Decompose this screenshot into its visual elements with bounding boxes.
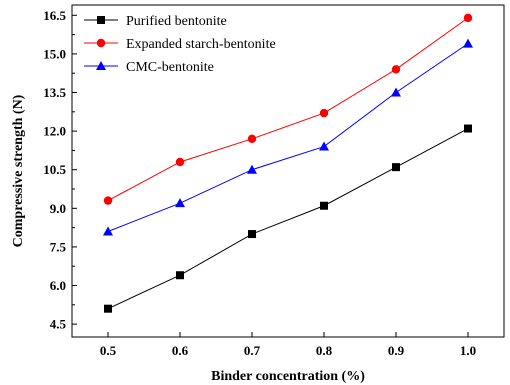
x-tick-label: 0.7: [244, 343, 261, 358]
x-axis-title: Binder concentration (%): [211, 369, 365, 384]
series-0: [104, 124, 472, 313]
y-axis: 4.5 6.0 7.5 9.0 10.5 12.0 13.5 15.0 16.5: [43, 8, 77, 332]
plot-frame: [71, 4, 505, 338]
x-tick-label: 0.6: [172, 343, 189, 358]
y-tick-label: 4.5: [50, 317, 67, 332]
x-tick-label: 1.0: [460, 343, 476, 358]
data-point-square: [320, 201, 328, 210]
data-point-triangle: [319, 141, 329, 151]
data-point-triangle: [463, 38, 473, 48]
legend-label: Purified bentonite: [126, 14, 227, 29]
data-point-circle: [391, 65, 401, 74]
series-1: [103, 13, 473, 205]
x-tick-label: 0.8: [316, 343, 333, 358]
y-tick-label: 16.5: [43, 8, 66, 23]
legend-item: Expanded starch-bentonite: [84, 37, 276, 52]
data-point-circle: [463, 13, 473, 23]
y-tick-label: 9.0: [50, 201, 66, 216]
data-point-triangle: [247, 164, 257, 174]
data-point-square: [464, 124, 472, 133]
legend-label: CMC-bentonite: [126, 60, 214, 75]
data-point-circle: [96, 38, 106, 48]
series-line: [107, 128, 469, 310]
legend-item: CMC-bentonite: [84, 60, 214, 75]
data-point-square: [104, 304, 112, 313]
data-point-square: [248, 230, 256, 239]
data-point-triangle: [96, 61, 106, 70]
x-tick-label: 0.5: [100, 343, 117, 358]
data-point-circle: [175, 157, 185, 167]
data-point-circle: [247, 134, 257, 144]
y-tick-label: 12.0: [43, 124, 66, 139]
legend: Purified bentonite Expanded starch-benton…: [84, 14, 276, 75]
data-point-circle: [319, 108, 329, 118]
y-tick-label: 6.0: [50, 278, 66, 293]
legend-item: Purified bentonite: [84, 14, 227, 29]
y-axis-title: Compressive strength (N): [11, 94, 26, 247]
series-line: [107, 43, 469, 232]
data-point-square: [97, 16, 105, 24]
y-tick-label: 10.5: [43, 162, 66, 177]
data-point-triangle: [103, 226, 113, 236]
series-layer: [103, 13, 473, 313]
legend-label: Expanded starch-bentonite: [126, 37, 276, 52]
data-point-circle: [103, 196, 113, 205]
series-2: [103, 38, 473, 236]
y-tick-label: 15.0: [43, 46, 66, 61]
data-point-square: [392, 163, 400, 172]
data-point-triangle: [391, 87, 401, 97]
data-point-triangle: [175, 198, 185, 208]
x-axis: 0.5 0.6 0.7 0.8 0.9 1.0: [100, 332, 476, 358]
x-tick-label: 0.9: [388, 343, 405, 358]
series-line: [107, 17, 469, 202]
y-tick-label: 13.5: [43, 85, 66, 100]
y-tick-label: 7.5: [50, 239, 67, 254]
data-point-square: [176, 271, 184, 280]
